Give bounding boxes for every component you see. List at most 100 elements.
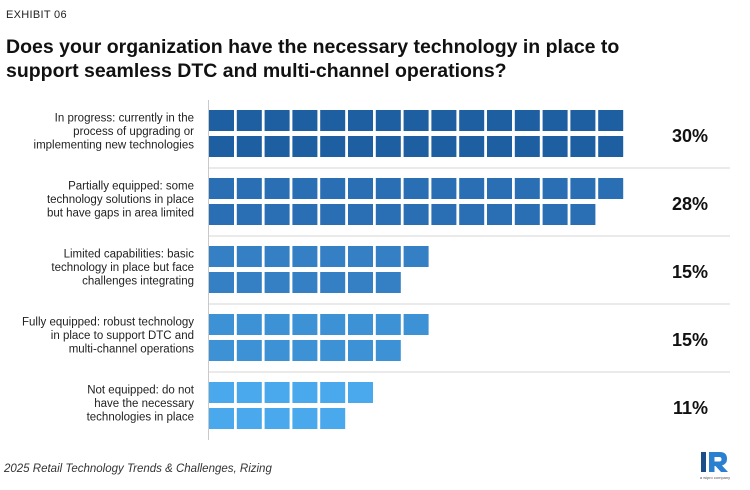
waffle-block bbox=[403, 136, 429, 157]
waffle-block bbox=[320, 272, 346, 293]
waffle-block bbox=[320, 314, 346, 335]
waffle-block bbox=[292, 204, 318, 225]
waffle-block bbox=[292, 314, 318, 335]
waffle-block bbox=[375, 110, 401, 131]
waffle-block bbox=[459, 110, 485, 131]
waffle-block bbox=[514, 110, 540, 131]
waffle-block bbox=[236, 246, 262, 267]
waffle-block bbox=[292, 408, 318, 429]
waffle-block bbox=[236, 382, 262, 403]
waffle-block bbox=[209, 408, 234, 429]
category-label: Limited capabilities: basic bbox=[64, 249, 195, 261]
waffle-block bbox=[292, 272, 318, 293]
waffle-block bbox=[375, 246, 401, 267]
waffle-block bbox=[348, 382, 373, 403]
waffle-block bbox=[598, 136, 624, 157]
waffle-block bbox=[264, 340, 290, 361]
waffle-block bbox=[375, 204, 401, 225]
waffle-block bbox=[403, 246, 429, 267]
exhibit-label: EXHIBIT 06 bbox=[6, 9, 67, 21]
waffle-block bbox=[514, 136, 540, 157]
waffle-block bbox=[375, 136, 401, 157]
waffle-block bbox=[264, 382, 290, 403]
waffle-block bbox=[375, 340, 401, 361]
waffle-block bbox=[292, 136, 318, 157]
category-label: Partially equipped: some bbox=[68, 181, 194, 193]
source-note: 2025 Retail Technology Trends & Challeng… bbox=[4, 463, 272, 475]
rizing-logo: a wipro company bbox=[698, 449, 732, 481]
waffle-block bbox=[320, 178, 346, 199]
waffle-block bbox=[348, 314, 373, 335]
waffle-block bbox=[209, 246, 234, 267]
value-label: 28% bbox=[672, 194, 708, 214]
waffle-block bbox=[320, 110, 346, 131]
waffle-block bbox=[375, 178, 401, 199]
category-label: In progress: currently in the bbox=[55, 113, 194, 125]
category-label: have the necessary bbox=[94, 398, 194, 410]
waffle-block bbox=[598, 178, 624, 199]
waffle-block bbox=[264, 110, 290, 131]
waffle-block bbox=[236, 178, 262, 199]
waffle-block bbox=[209, 314, 234, 335]
waffle-block bbox=[348, 246, 373, 267]
waffle-block bbox=[403, 110, 429, 131]
category-label: technology in place but face bbox=[51, 262, 194, 274]
waffle-block bbox=[320, 246, 346, 267]
waffle-block bbox=[209, 178, 234, 199]
waffle-block bbox=[209, 136, 234, 157]
waffle-block bbox=[320, 136, 346, 157]
waffle-block bbox=[598, 110, 624, 131]
waffle-block bbox=[487, 136, 512, 157]
waffle-block bbox=[403, 204, 429, 225]
waffle-block bbox=[542, 136, 568, 157]
waffle-block bbox=[570, 178, 596, 199]
category-label: implementing new technologies bbox=[34, 140, 195, 152]
waffle-block bbox=[236, 340, 262, 361]
waffle-block bbox=[348, 178, 373, 199]
waffle-block bbox=[264, 246, 290, 267]
waffle-block bbox=[236, 110, 262, 131]
waffle-block bbox=[375, 272, 401, 293]
category-label: multi-channel operations bbox=[69, 344, 195, 356]
value-label: 30% bbox=[672, 126, 708, 146]
waffle-block bbox=[542, 204, 568, 225]
waffle-block bbox=[236, 408, 262, 429]
waffle-block bbox=[431, 136, 457, 157]
waffle-block bbox=[431, 178, 457, 199]
waffle-block bbox=[209, 204, 234, 225]
waffle-block bbox=[431, 204, 457, 225]
waffle-block bbox=[375, 314, 401, 335]
value-label: 11% bbox=[673, 398, 708, 418]
waffle-block bbox=[236, 314, 262, 335]
waffle-block bbox=[292, 382, 318, 403]
waffle-block bbox=[348, 272, 373, 293]
waffle-block bbox=[542, 178, 568, 199]
category-label: challenges integrating bbox=[82, 276, 194, 288]
value-label: 15% bbox=[672, 262, 708, 282]
value-label: 15% bbox=[672, 330, 708, 350]
waffle-block bbox=[348, 340, 373, 361]
waffle-block bbox=[292, 178, 318, 199]
waffle-block bbox=[320, 382, 346, 403]
logo-tagline: a wipro company bbox=[699, 475, 731, 480]
waffle-block bbox=[570, 204, 596, 225]
waffle-block bbox=[209, 382, 234, 403]
waffle-block bbox=[487, 110, 512, 131]
waffle-block bbox=[292, 110, 318, 131]
waffle-block bbox=[570, 110, 596, 131]
waffle-block bbox=[236, 272, 262, 293]
waffle-block bbox=[292, 340, 318, 361]
category-label: technology solutions in place bbox=[47, 194, 194, 206]
category-label: process of upgrading or bbox=[73, 126, 194, 138]
waffle-block bbox=[459, 178, 485, 199]
waffle-block bbox=[236, 204, 262, 225]
waffle-block bbox=[264, 178, 290, 199]
waffle-block bbox=[542, 110, 568, 131]
waffle-block bbox=[236, 136, 262, 157]
waffle-block bbox=[403, 178, 429, 199]
waffle-block bbox=[459, 204, 485, 225]
waffle-block bbox=[264, 136, 290, 157]
waffle-block bbox=[320, 204, 346, 225]
waffle-block bbox=[264, 314, 290, 335]
